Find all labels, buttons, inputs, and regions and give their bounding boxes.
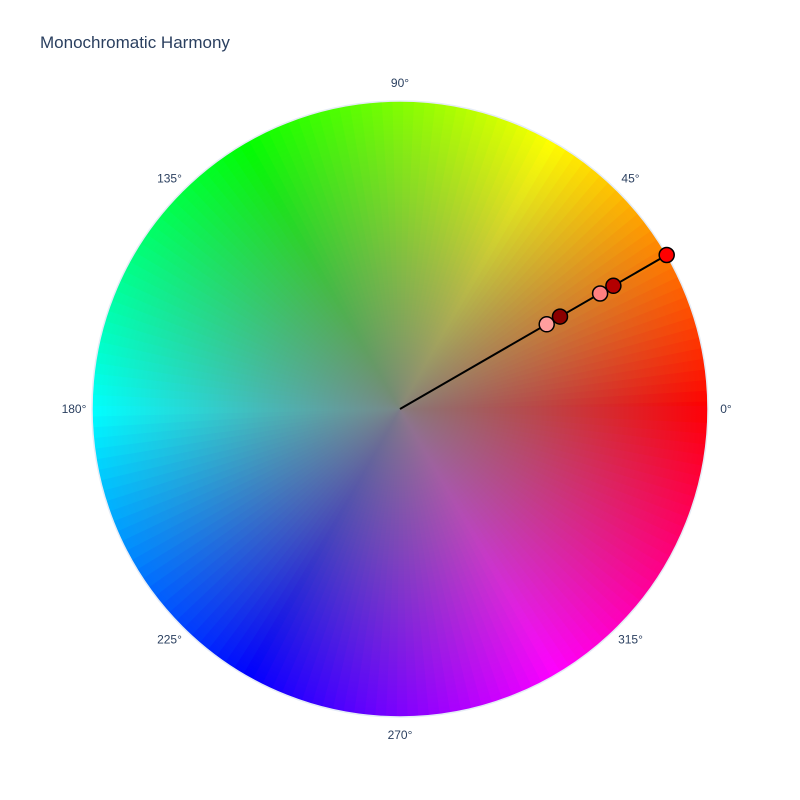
angular-axis: 0° 45° 90° 135° 180° 225° 270° 315° <box>62 76 732 742</box>
harmony-markers[interactable] <box>538 246 675 333</box>
angular-tick-label: 135° <box>157 172 182 186</box>
angular-tick-label: 45° <box>621 172 639 186</box>
harmony-color-marker[interactable] <box>551 308 569 325</box>
harmony-lines <box>399 254 668 410</box>
chart-title: Monochromatic Harmony <box>40 33 230 52</box>
harmony-color-marker[interactable] <box>658 246 675 264</box>
angular-tick-label: 0° <box>720 402 732 416</box>
angular-tick-label: 90° <box>391 76 409 90</box>
angular-tick-label: 225° <box>157 633 182 647</box>
angular-tick-label: 315° <box>618 633 643 647</box>
wheel-border <box>91 100 709 718</box>
harmony-color-marker[interactable] <box>591 285 609 302</box>
color-wheel <box>92 101 708 717</box>
harmony-color-marker[interactable] <box>605 277 622 295</box>
harmony-line <box>399 254 668 410</box>
harmony-color-marker[interactable] <box>538 316 555 333</box>
angular-tick-label: 270° <box>388 728 413 742</box>
angular-tick-label: 180° <box>62 402 87 416</box>
